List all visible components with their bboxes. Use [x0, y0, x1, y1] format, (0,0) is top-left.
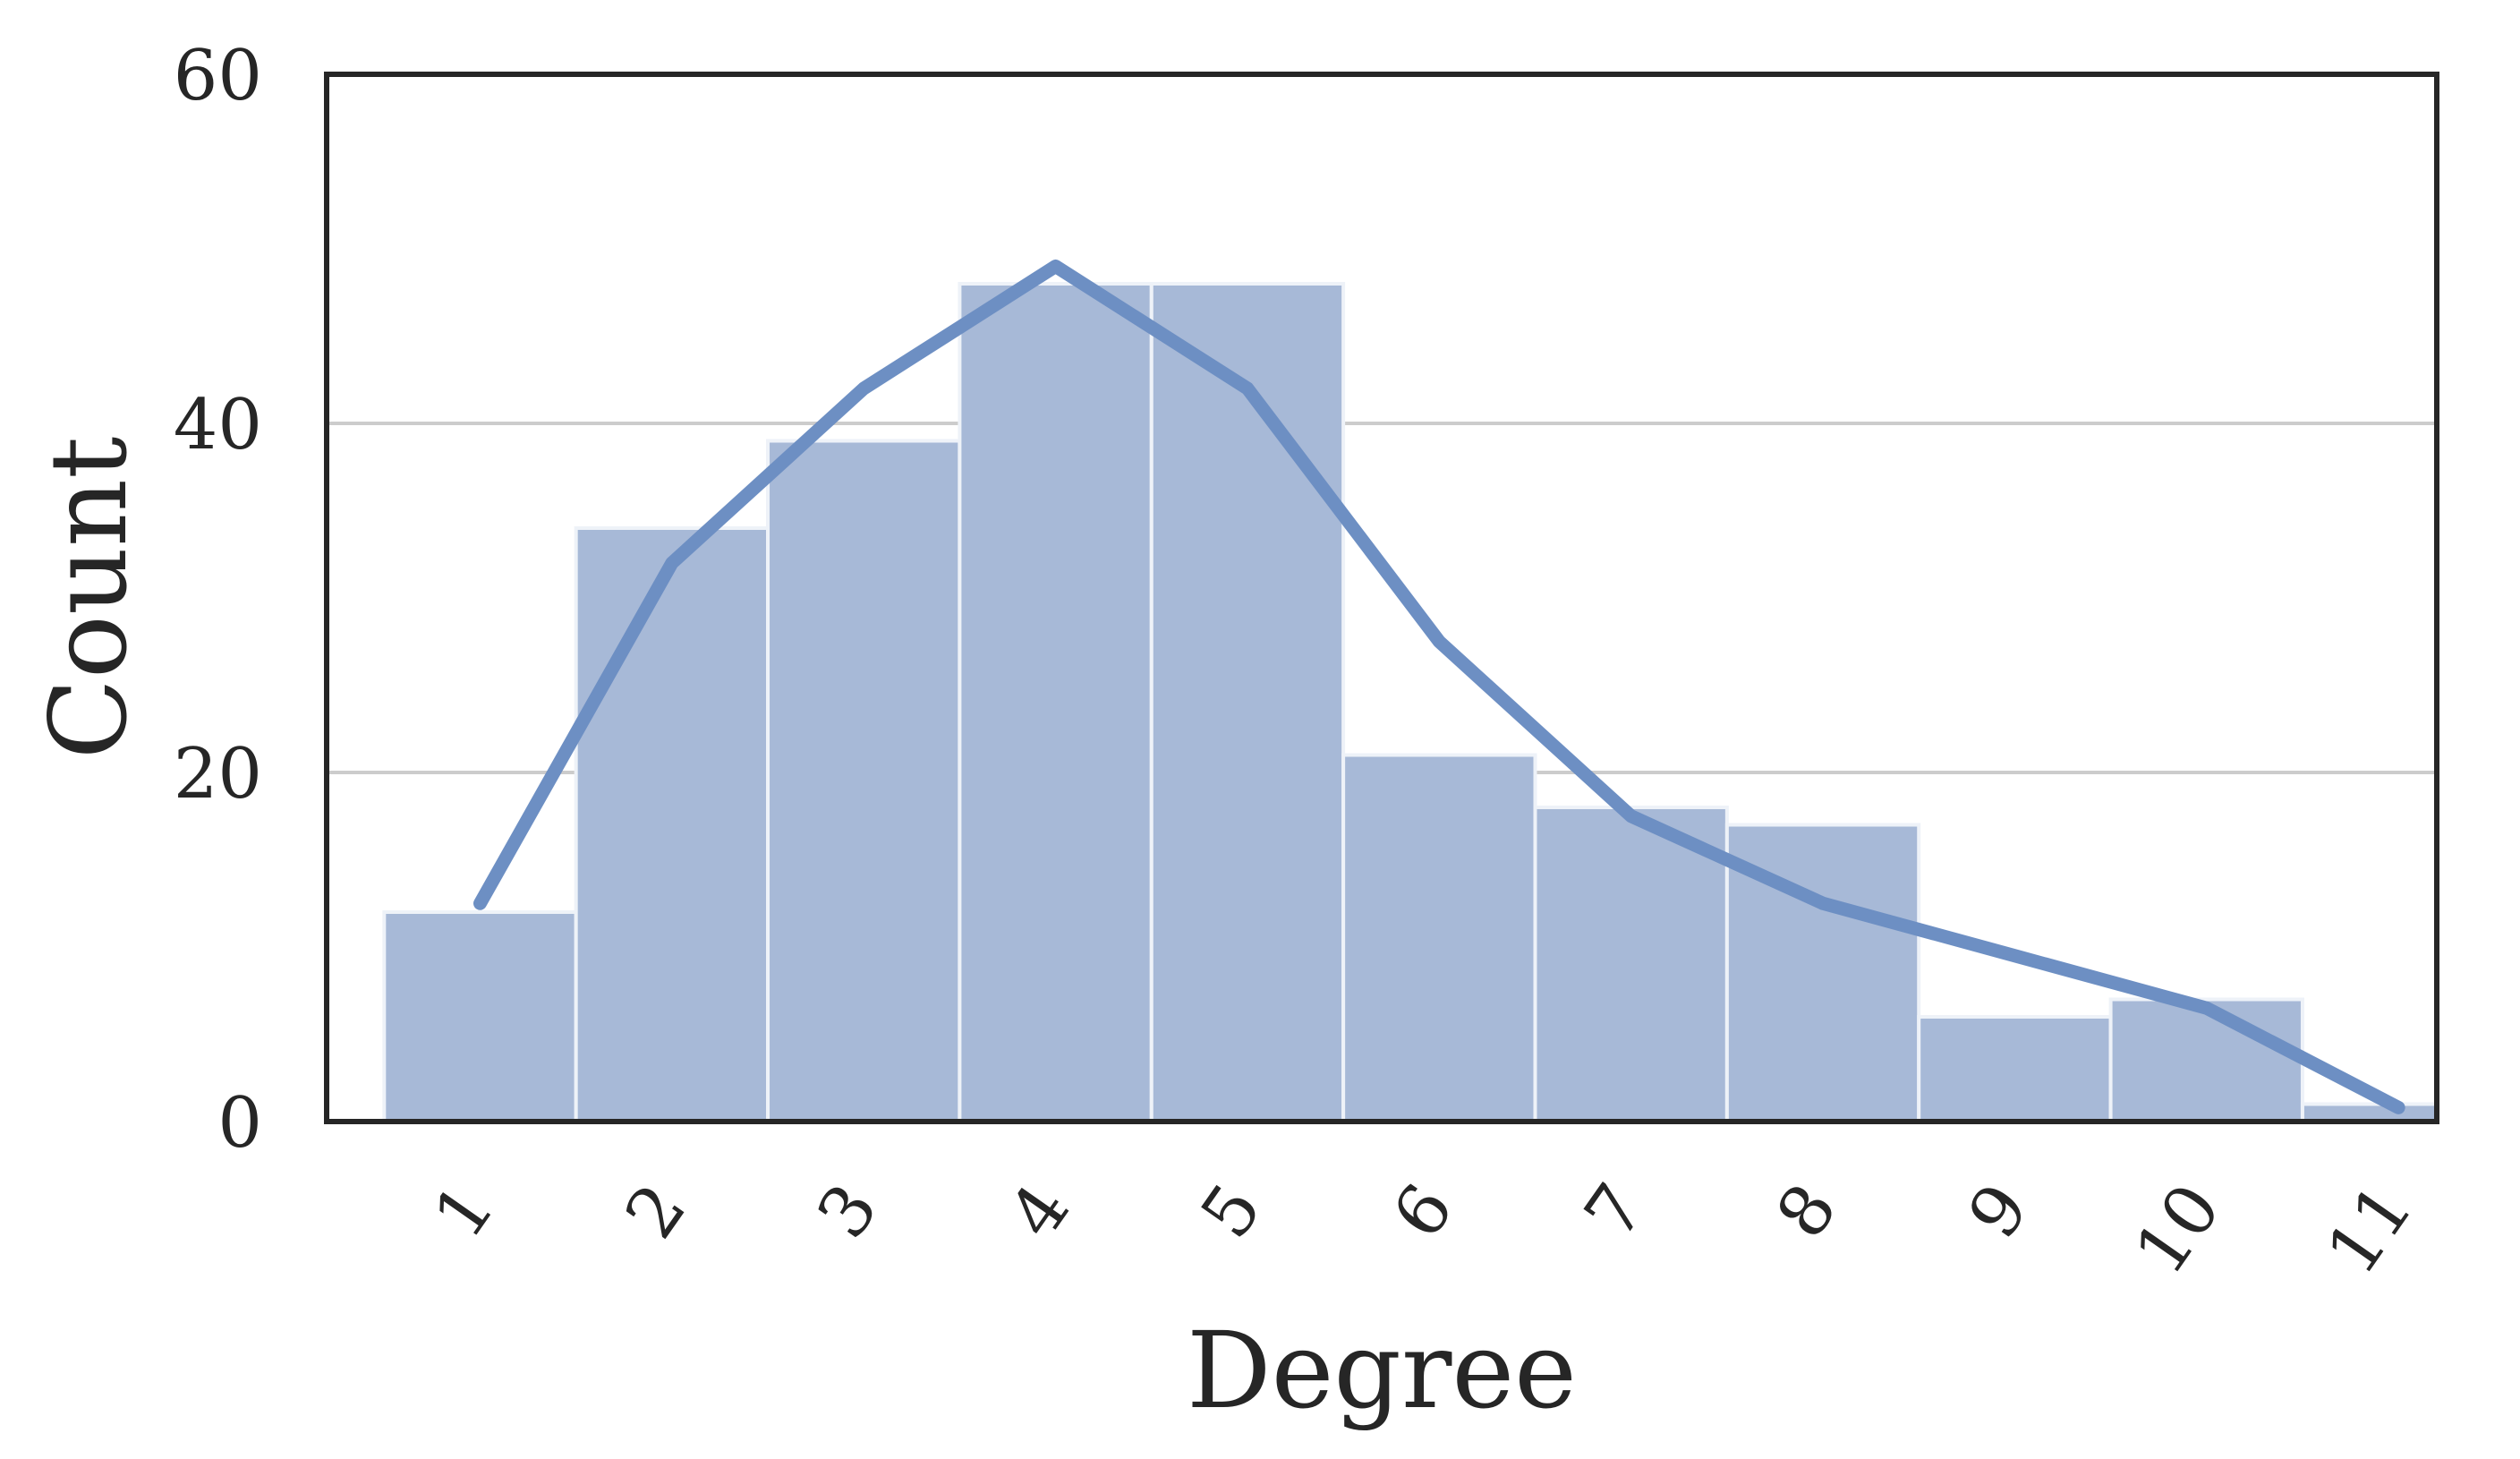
x-tick-label-5: 5 — [1186, 1170, 1277, 1252]
x-tick-label-9: 9 — [1954, 1170, 2045, 1252]
histogram-bars — [382, 282, 2439, 1123]
bar-10 — [2108, 997, 2304, 1123]
x-axis-label: Degree — [1187, 1309, 1577, 1432]
x-tick-label-11: 11 — [2311, 1170, 2429, 1289]
density-line — [472, 260, 2405, 1114]
bar-9 — [1917, 1015, 2113, 1123]
bar-1 — [382, 910, 578, 1123]
bar-2 — [574, 526, 770, 1123]
bar-5 — [1149, 282, 1346, 1123]
y-tick-labels: 0 20 40 60 — [174, 36, 262, 1164]
y-tick-label-1: 20 — [174, 734, 262, 815]
bar-4 — [958, 282, 1154, 1123]
bar-3 — [766, 439, 962, 1123]
y-tick-label-0: 0 — [217, 1083, 262, 1164]
bar-6 — [1341, 753, 1537, 1123]
y-tick-label-2: 40 — [174, 385, 262, 465]
bar-7 — [1533, 806, 1729, 1123]
x-tick-label-6: 6 — [1378, 1170, 1469, 1252]
x-tick-label-2: 2 — [610, 1170, 702, 1252]
x-tick-label-7: 7 — [1570, 1170, 1661, 1252]
y-axis-label: Count — [27, 437, 150, 760]
plot-frame — [324, 72, 2439, 1124]
density-curve — [472, 260, 2405, 1114]
x-tick-label-8: 8 — [1761, 1170, 1852, 1252]
x-tick-labels: 1 2 3 4 5 6 7 8 9 10 11 — [419, 1170, 2429, 1289]
x-tick-label-3: 3 — [803, 1170, 894, 1252]
x-tick-label-10: 10 — [2120, 1170, 2237, 1289]
x-tick-label-4: 4 — [994, 1170, 1085, 1252]
y-tick-label-3: 60 — [174, 36, 262, 116]
x-tick-label-1: 1 — [419, 1170, 510, 1252]
